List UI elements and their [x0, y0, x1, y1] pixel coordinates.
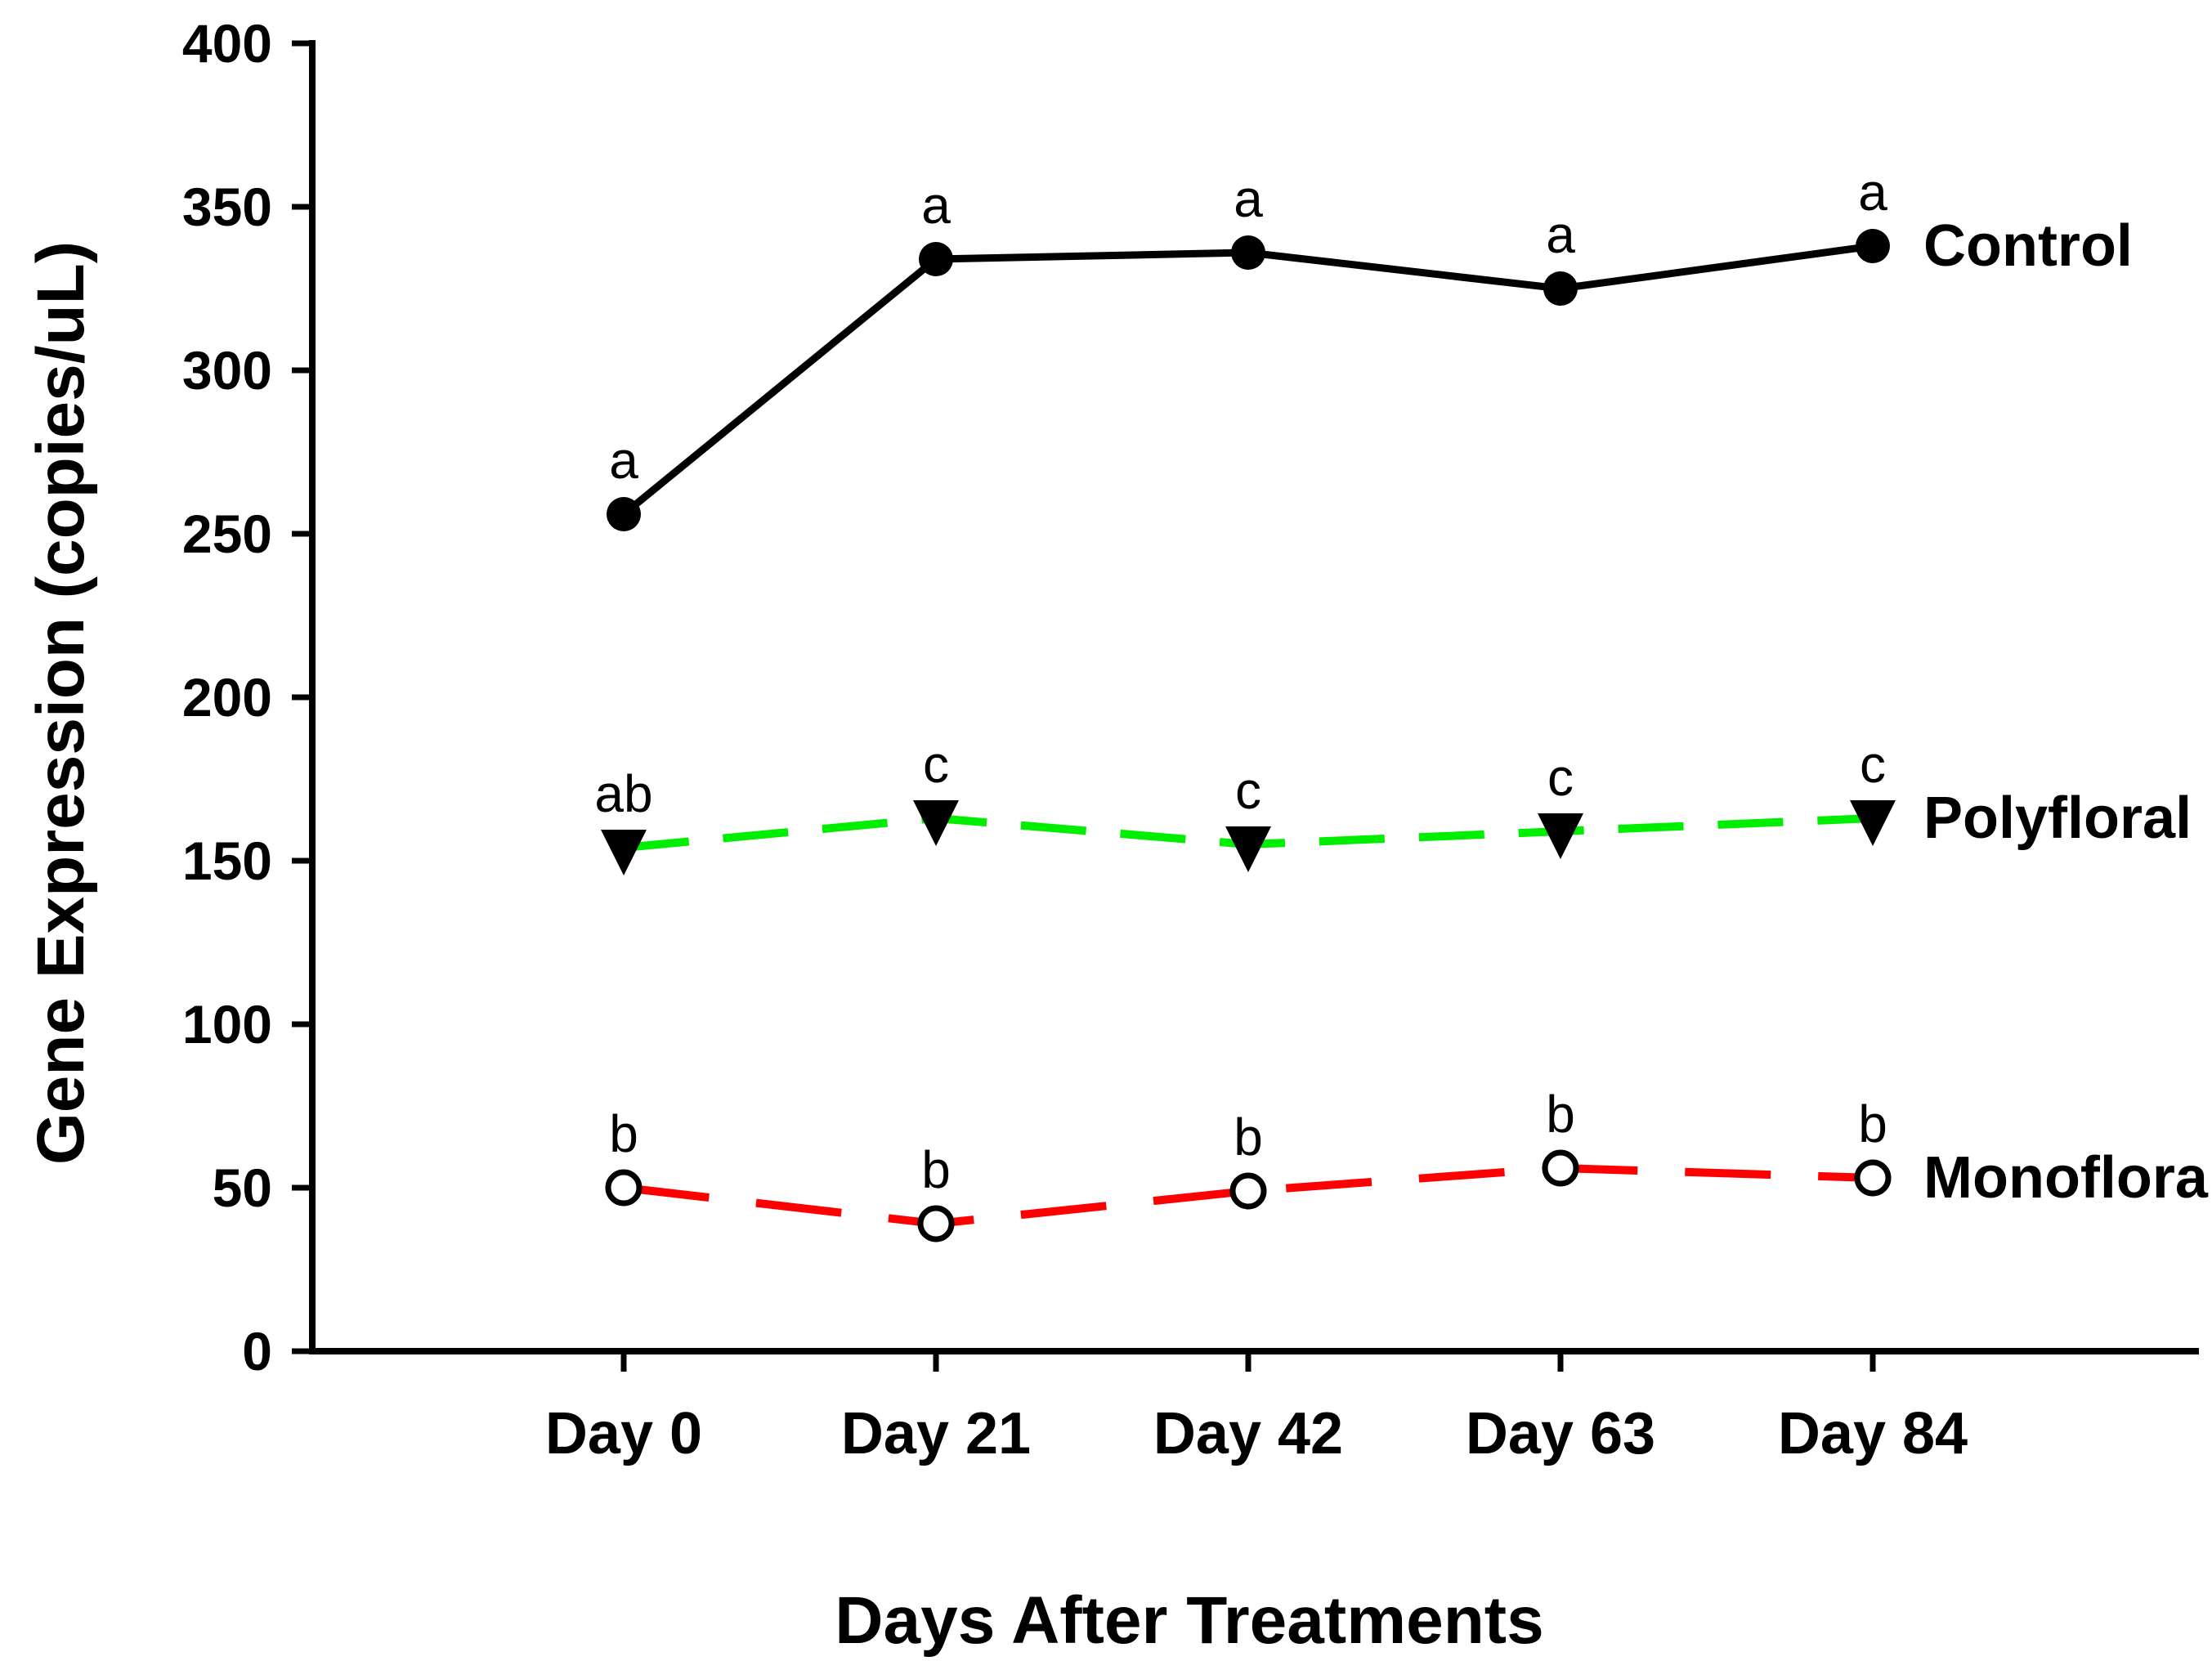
series-polyfloral-marker-triangle-down-icon [1538, 813, 1583, 859]
x-tick-label: Day 42 [1153, 1401, 1343, 1466]
series-control-marker-filled-circle [1856, 229, 1890, 263]
series-monofloral-marker-open-circle [1229, 1172, 1267, 1210]
series-polyfloral-point-label: c [1235, 761, 1261, 820]
y-axis-ticks: 0 50 100 150 200 250 300 350 400 [182, 13, 312, 1381]
point-letter-layer: a a a a a ab c c c c b b b b b [594, 163, 1887, 1199]
series-layer [621, 242, 1874, 1229]
series-control-line [621, 242, 1874, 517]
series-control-point-label: a [1234, 169, 1263, 228]
series-polyfloral-marker-triangle-down-icon [913, 800, 959, 846]
series-monofloral-point-label: b [1234, 1108, 1263, 1166]
y-tick-label: 150 [182, 831, 272, 891]
series-monofloral-marker-open-circle [605, 1169, 643, 1207]
series-control-point-label: a [609, 431, 638, 490]
y-tick-label: 50 [213, 1157, 272, 1218]
y-tick-label: 300 [182, 340, 272, 401]
x-axis-title: Days After Treatments [835, 1583, 1543, 1658]
series-monofloral-point-label: b [921, 1140, 951, 1199]
series-polyfloral-marker-triangle-down-icon [1225, 826, 1271, 872]
series-label-monofloral: Monofloral [1923, 1145, 2212, 1211]
series-label-polyfloral: Polyfloral [1923, 786, 2192, 851]
y-tick-label: 100 [182, 994, 272, 1054]
x-tick-label: Day 63 [1466, 1401, 1655, 1466]
y-tick-label: 350 [182, 177, 272, 237]
y-tick-label: 0 [242, 1321, 272, 1381]
series-control-point-label: a [1546, 205, 1575, 264]
series-monofloral-marker-open-circle [1854, 1159, 1892, 1197]
series-control-marker-filled-circle [919, 242, 953, 276]
series-monofloral-marker-open-circle [917, 1205, 955, 1242]
y-tick-label: 200 [182, 667, 272, 728]
series-control-marker-filled-circle [1231, 235, 1265, 270]
series-monofloral-point-label: b [1858, 1095, 1887, 1153]
series-polyfloral-point-label: ab [594, 764, 652, 823]
y-tick-label: 400 [182, 13, 272, 74]
series-control-marker-filled-circle [607, 497, 641, 531]
series-control-marker-filled-circle [1543, 271, 1578, 306]
x-tick-label: Day 21 [841, 1401, 1031, 1466]
series-monofloral-line [623, 1163, 1874, 1229]
x-tick-label: Day 84 [1778, 1401, 1968, 1466]
series-polyfloral-point-label: c [923, 735, 949, 794]
series-label-control: Control [1923, 213, 2133, 279]
series-polyfloral-point-label: c [1860, 735, 1886, 794]
series-polyfloral-point-label: c [1547, 748, 1574, 807]
x-tick-label: Day 0 [545, 1401, 702, 1466]
series-monofloral-point-label: b [1546, 1085, 1575, 1144]
y-axis-title: Gene Expression (copies/uL) [24, 241, 98, 1165]
series-name-layer: Control Polyfloral Monofloral [1923, 213, 2212, 1211]
series-polyfloral-marker-triangle-down-icon [601, 830, 647, 875]
marker-layer [601, 229, 1896, 1242]
series-monofloral-marker-open-circle [1542, 1149, 1579, 1187]
series-polyfloral-marker-triangle-down-icon [1850, 800, 1896, 846]
series-control-point-label: a [1858, 163, 1887, 222]
series-monofloral-point-label: b [609, 1104, 638, 1163]
series-control-point-label: a [921, 176, 951, 235]
y-tick-label: 250 [182, 504, 272, 564]
x-axis-ticks: Day 0 Day 21 Day 42 Day 63 Day 84 [545, 1351, 1968, 1466]
